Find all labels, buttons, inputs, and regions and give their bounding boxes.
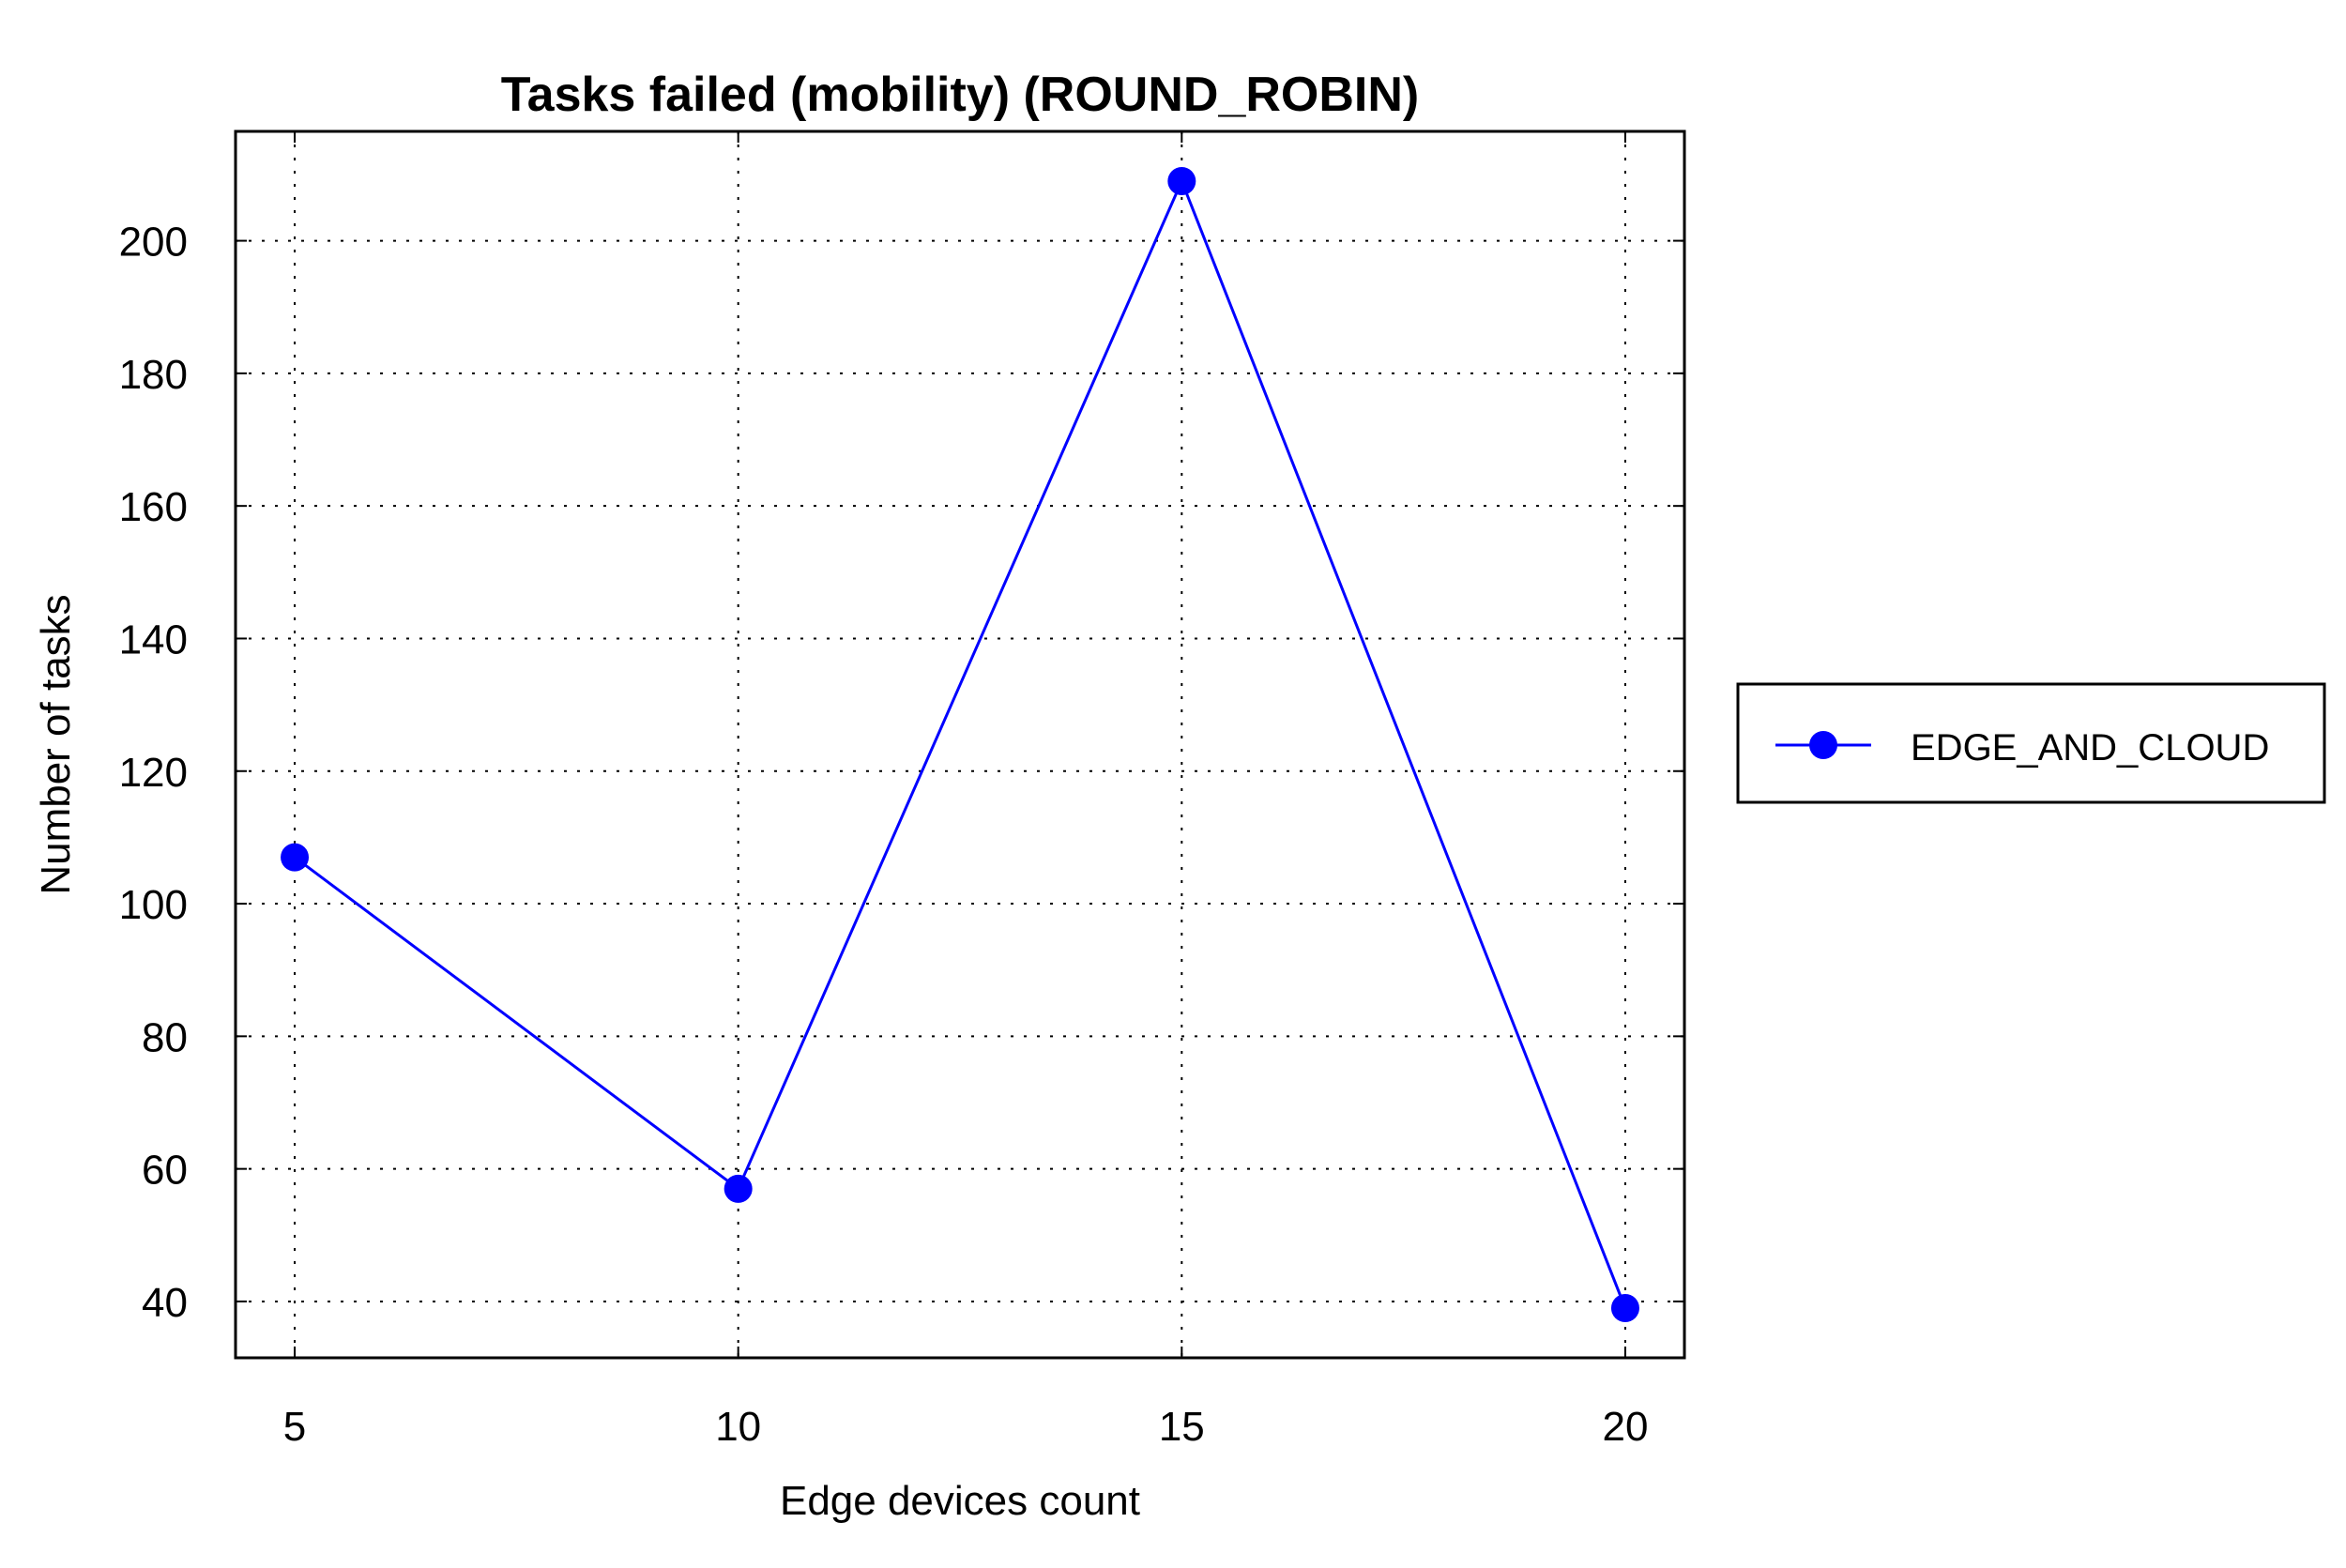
y-tick-label: 140 [119,617,188,662]
series-line-edge-and-cloud [294,177,1627,1309]
y-tick-label: 200 [119,220,188,266]
data-point-marker [281,843,310,872]
chart-title: Tasks failed (mobility) (ROUND_ROBIN) [501,68,1419,122]
x-tick-label: 10 [715,1404,761,1450]
legend-label-edge-and-cloud: EDGE_AND_CLOUD [1911,727,2269,769]
y-tick-label: 40 [142,1280,188,1326]
x-tick-label: 15 [1159,1404,1205,1450]
y-tick-label: 120 [119,750,188,796]
data-point-marker [724,1174,753,1203]
x-axis-label: Edge devices count [780,1478,1140,1524]
y-tick-labels: 40 60 80 100 120 140 160 180 200 [119,220,188,1326]
legend: EDGE_AND_CLOUD [1736,682,2326,804]
grid-lines [236,131,1684,1358]
y-tick-label: 160 [119,484,188,530]
y-tick-label: 80 [142,1014,188,1060]
y-axis-label: Number of tasks [33,594,79,894]
plot-area-frame [234,129,1686,1360]
legend-marker [1809,731,1837,759]
x-tick-labels: 5 10 15 20 [283,1404,1649,1450]
tick-marks [236,131,1684,1358]
data-point-marker [1610,1294,1639,1323]
x-tick-label: 5 [283,1404,306,1450]
y-tick-label: 100 [119,882,188,928]
data-point-marker [1167,166,1196,195]
x-tick-label: 20 [1602,1404,1648,1450]
y-tick-label: 60 [142,1148,188,1194]
series-layer [281,166,1639,1323]
y-tick-label: 180 [119,352,188,398]
